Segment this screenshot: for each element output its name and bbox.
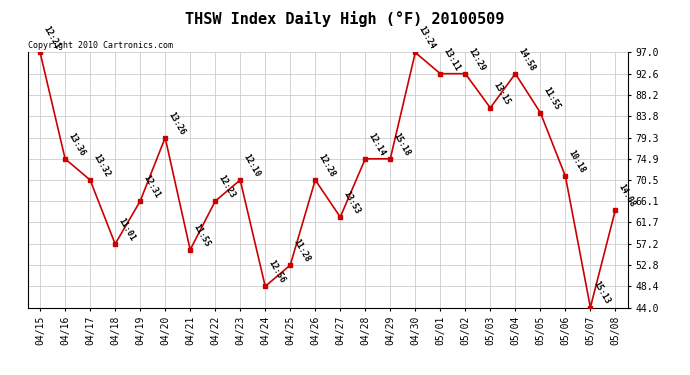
Text: 15:13: 15:13 <box>592 280 612 306</box>
Text: 13:26: 13:26 <box>166 110 187 136</box>
Text: 13:24: 13:24 <box>417 25 437 51</box>
Text: 12:31: 12:31 <box>141 174 162 200</box>
Text: 12:21: 12:21 <box>41 25 62 51</box>
Text: 10:18: 10:18 <box>566 148 587 175</box>
Text: 12:10: 12:10 <box>241 153 262 178</box>
Text: 13:53: 13:53 <box>342 189 362 216</box>
Text: 12:29: 12:29 <box>466 46 487 72</box>
Text: 13:32: 13:32 <box>92 153 112 178</box>
Text: 14:08: 14:08 <box>617 182 637 209</box>
Text: 12:23: 12:23 <box>217 174 237 200</box>
Text: THSW Index Daily High (°F) 20100509: THSW Index Daily High (°F) 20100509 <box>186 11 504 27</box>
Text: 11:55: 11:55 <box>542 85 562 111</box>
Text: 12:56: 12:56 <box>266 259 287 285</box>
Text: 13:15: 13:15 <box>492 80 512 106</box>
Text: 11:28: 11:28 <box>292 238 312 264</box>
Text: 11:01: 11:01 <box>117 216 137 243</box>
Text: 12:28: 12:28 <box>317 153 337 178</box>
Text: 13:36: 13:36 <box>66 131 87 158</box>
Text: 11:55: 11:55 <box>192 222 212 248</box>
Text: 12:14: 12:14 <box>366 131 387 158</box>
Text: 15:18: 15:18 <box>392 131 412 158</box>
Text: 14:58: 14:58 <box>517 46 537 72</box>
Text: 13:11: 13:11 <box>442 46 462 72</box>
Text: Copyright 2010 Cartronics.com: Copyright 2010 Cartronics.com <box>28 41 172 50</box>
